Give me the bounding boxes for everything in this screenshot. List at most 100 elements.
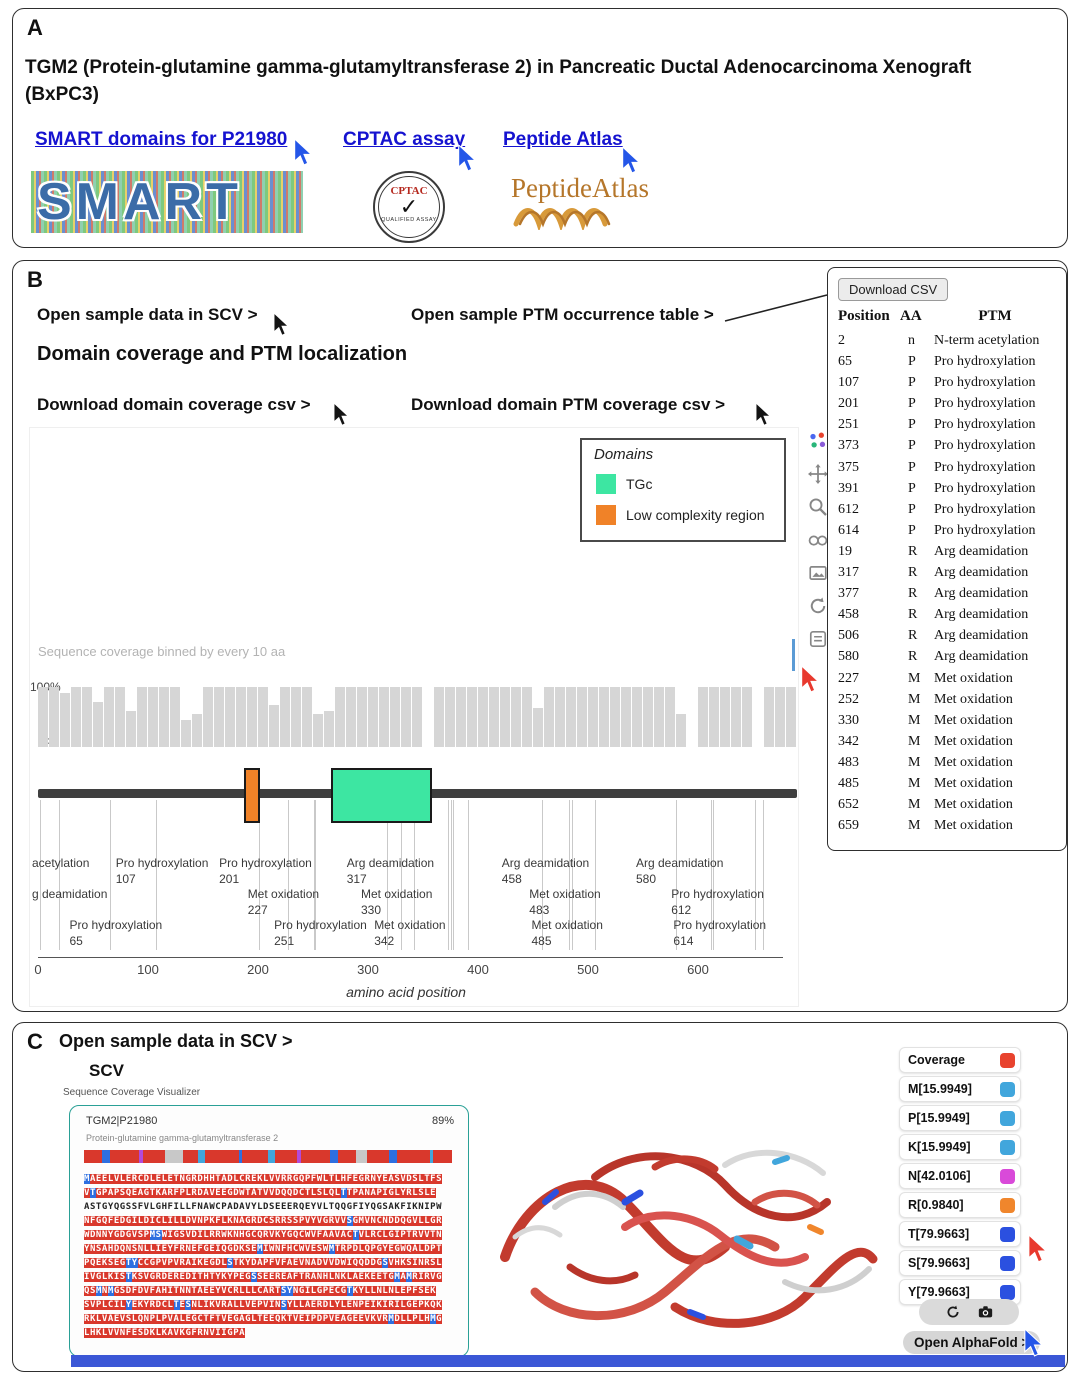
- table-cell: Pro hydroxylation: [934, 417, 1036, 433]
- open-alphafold-button[interactable]: Open AlphaFold >: [903, 1331, 1041, 1354]
- sequence-segment: LHKLVVNFESDKLKAVKGFRNVIIGPA: [84, 1328, 246, 1338]
- refresh-button[interactable]: [945, 1304, 961, 1320]
- column-header-ptm: PTM: [978, 308, 1012, 324]
- coverage-segment: [301, 1150, 331, 1163]
- table-cell: P: [908, 459, 916, 475]
- protein-3d-structure[interactable]: [475, 1107, 905, 1352]
- coverage-bin: [500, 687, 510, 747]
- open-ptm-table-link[interactable]: Open sample PTM occurrence table >: [411, 305, 714, 324]
- ptm-annotation: Met oxidation 485: [532, 918, 603, 949]
- table-row: 201 P Pro hydroxylation: [828, 393, 1066, 414]
- link-smart-domains[interactable]: SMART domains for P21980: [35, 129, 288, 150]
- link-cptac-assay[interactable]: CPTAC assay: [343, 129, 466, 150]
- structure-legend-item[interactable]: P[15.9949]: [899, 1105, 1021, 1131]
- sequence-segment: RIRVG: [412, 1272, 443, 1282]
- compare-icon[interactable]: [808, 530, 828, 550]
- table-cell: 330: [838, 712, 859, 728]
- ptm-annotation-name: Pro hydroxylation: [219, 856, 312, 870]
- pan-icon[interactable]: [808, 464, 828, 484]
- zoom-icon[interactable]: [808, 497, 828, 517]
- table-cell: Arg deamidation: [934, 607, 1029, 623]
- table-cell: 458: [838, 607, 859, 623]
- ptm-annotation-name: Pro hydroxylation: [673, 918, 767, 932]
- coverage-segment: [142, 1150, 165, 1163]
- sequence-line: RKLVAEVSLQNPLPVALEGCTFTVEGAGLTEEQKTVEIPD…: [84, 1312, 458, 1326]
- cursor-arrow-icon: [801, 666, 820, 693]
- structure-legend-item[interactable]: Coverage: [899, 1047, 1021, 1073]
- table-cell: 375: [838, 459, 859, 475]
- ptm-site-line: [676, 800, 677, 950]
- cptac-badge[interactable]: CPTAC ✓ QUALIFIED ASSAY: [373, 171, 445, 243]
- structure-legend-label: N[42.0106]: [908, 1169, 971, 1183]
- sequence-segment: IVGLKIS: [84, 1272, 126, 1282]
- ptm-annotation-position: 612: [671, 902, 692, 917]
- domain-low-complexity-region[interactable]: [243, 768, 261, 823]
- reset-icon[interactable]: [808, 596, 828, 616]
- domain-coverage-chart[interactable]: Domains TGc Low complexity region Sequenc…: [29, 427, 799, 1007]
- domain-tgc[interactable]: [330, 768, 432, 823]
- legend-swatch: [596, 474, 616, 494]
- sequence-segment: MS: [149, 1230, 162, 1240]
- structure-legend-item[interactable]: R[0.9840]: [899, 1192, 1021, 1218]
- coverage-segment: [330, 1150, 338, 1163]
- sequence-segment: S: [382, 1258, 389, 1268]
- legend-item[interactable]: Low complexity region: [596, 505, 765, 525]
- screenshot-button[interactable]: [977, 1304, 994, 1320]
- hover-icon[interactable]: [808, 629, 828, 649]
- structure-legend-item[interactable]: K[15.9949]: [899, 1134, 1021, 1160]
- structure-legend-chip: [1000, 1139, 1015, 1155]
- legend-item[interactable]: TGc: [596, 474, 652, 494]
- coverage-bin: [148, 687, 158, 747]
- smart-logo[interactable]: SMART: [31, 171, 303, 233]
- ptm-annotation-position: 342: [374, 933, 395, 948]
- coverage-bin: [610, 687, 620, 747]
- cursor-arrow-icon: [458, 145, 477, 172]
- coverage-bin: [489, 687, 499, 747]
- sequence-segment: A: [400, 1272, 407, 1282]
- table-cell: Arg deamidation: [934, 649, 1029, 665]
- plotly-logo-icon[interactable]: [808, 431, 828, 451]
- coverage-bin: [599, 687, 609, 747]
- coverage-bin: [709, 687, 719, 747]
- coverage-bin: [247, 687, 257, 747]
- table-cell: Pro hydroxylation: [934, 375, 1036, 391]
- ptm-site-line: [450, 800, 452, 950]
- scv-subtitle: Sequence Coverage Visualizer: [63, 1087, 201, 1098]
- refresh-icon: [947, 1305, 959, 1318]
- ptm-site-line: [386, 800, 388, 950]
- coverage-segment: [297, 1150, 302, 1163]
- ptm-annotation: Met oxidation 483: [529, 887, 600, 918]
- sequence-segment: T: [340, 1188, 347, 1198]
- coverage-bin: [93, 702, 103, 747]
- peptide-atlas-logo[interactable]: PeptideAtlas: [511, 173, 651, 235]
- ptm-annotation-name: Pro hydroxylation: [274, 918, 367, 932]
- download-domain-coverage-csv-link[interactable]: Download domain coverage csv >: [37, 395, 311, 414]
- ptm-site-line: [315, 800, 317, 950]
- open-scv-heading[interactable]: Open sample data in SCV >: [59, 1031, 293, 1051]
- coverage-bin: [82, 687, 92, 747]
- structure-legend-item[interactable]: M[15.9949]: [899, 1076, 1021, 1102]
- snapshot-icon[interactable]: [808, 563, 828, 583]
- table-cell: P: [908, 417, 916, 433]
- sequence-segment: CCGPVPVRAIKEGDL: [137, 1258, 228, 1268]
- coverage-segment: [429, 1150, 434, 1163]
- ptm-annotation-position: 458: [501, 871, 522, 886]
- sequence-segment: N: [101, 1286, 108, 1296]
- x-tick-label: 600: [687, 962, 709, 977]
- table-cell: 251: [838, 417, 859, 433]
- open-scv-link[interactable]: Open sample data in SCV >: [37, 305, 258, 324]
- structure-legend-item[interactable]: N[42.0106]: [899, 1163, 1021, 1189]
- structure-legend-item[interactable]: T[79.9663]: [899, 1221, 1021, 1247]
- coverage-bin: [764, 687, 774, 747]
- x-tick-label: 0: [34, 962, 42, 977]
- download-ptm-coverage-csv-link[interactable]: Download domain PTM coverage csv >: [411, 395, 726, 414]
- sequence-coverage-visualizer[interactable]: TGM2|P21980 89% Protein-glutamine gamma-…: [69, 1105, 469, 1357]
- structure-legend-item[interactable]: S[79.9663]: [899, 1250, 1021, 1276]
- link-peptide-atlas[interactable]: Peptide Atlas: [503, 129, 623, 150]
- ptm-annotation-name: Pro hydroxylation: [671, 887, 764, 901]
- download-csv-button[interactable]: Download CSV: [838, 278, 949, 301]
- coverage-bin: [291, 687, 301, 747]
- sequence-segment: NGILGPECG: [292, 1286, 347, 1296]
- sequence-segment: T: [125, 1272, 132, 1282]
- ptm-site-line: [58, 800, 60, 950]
